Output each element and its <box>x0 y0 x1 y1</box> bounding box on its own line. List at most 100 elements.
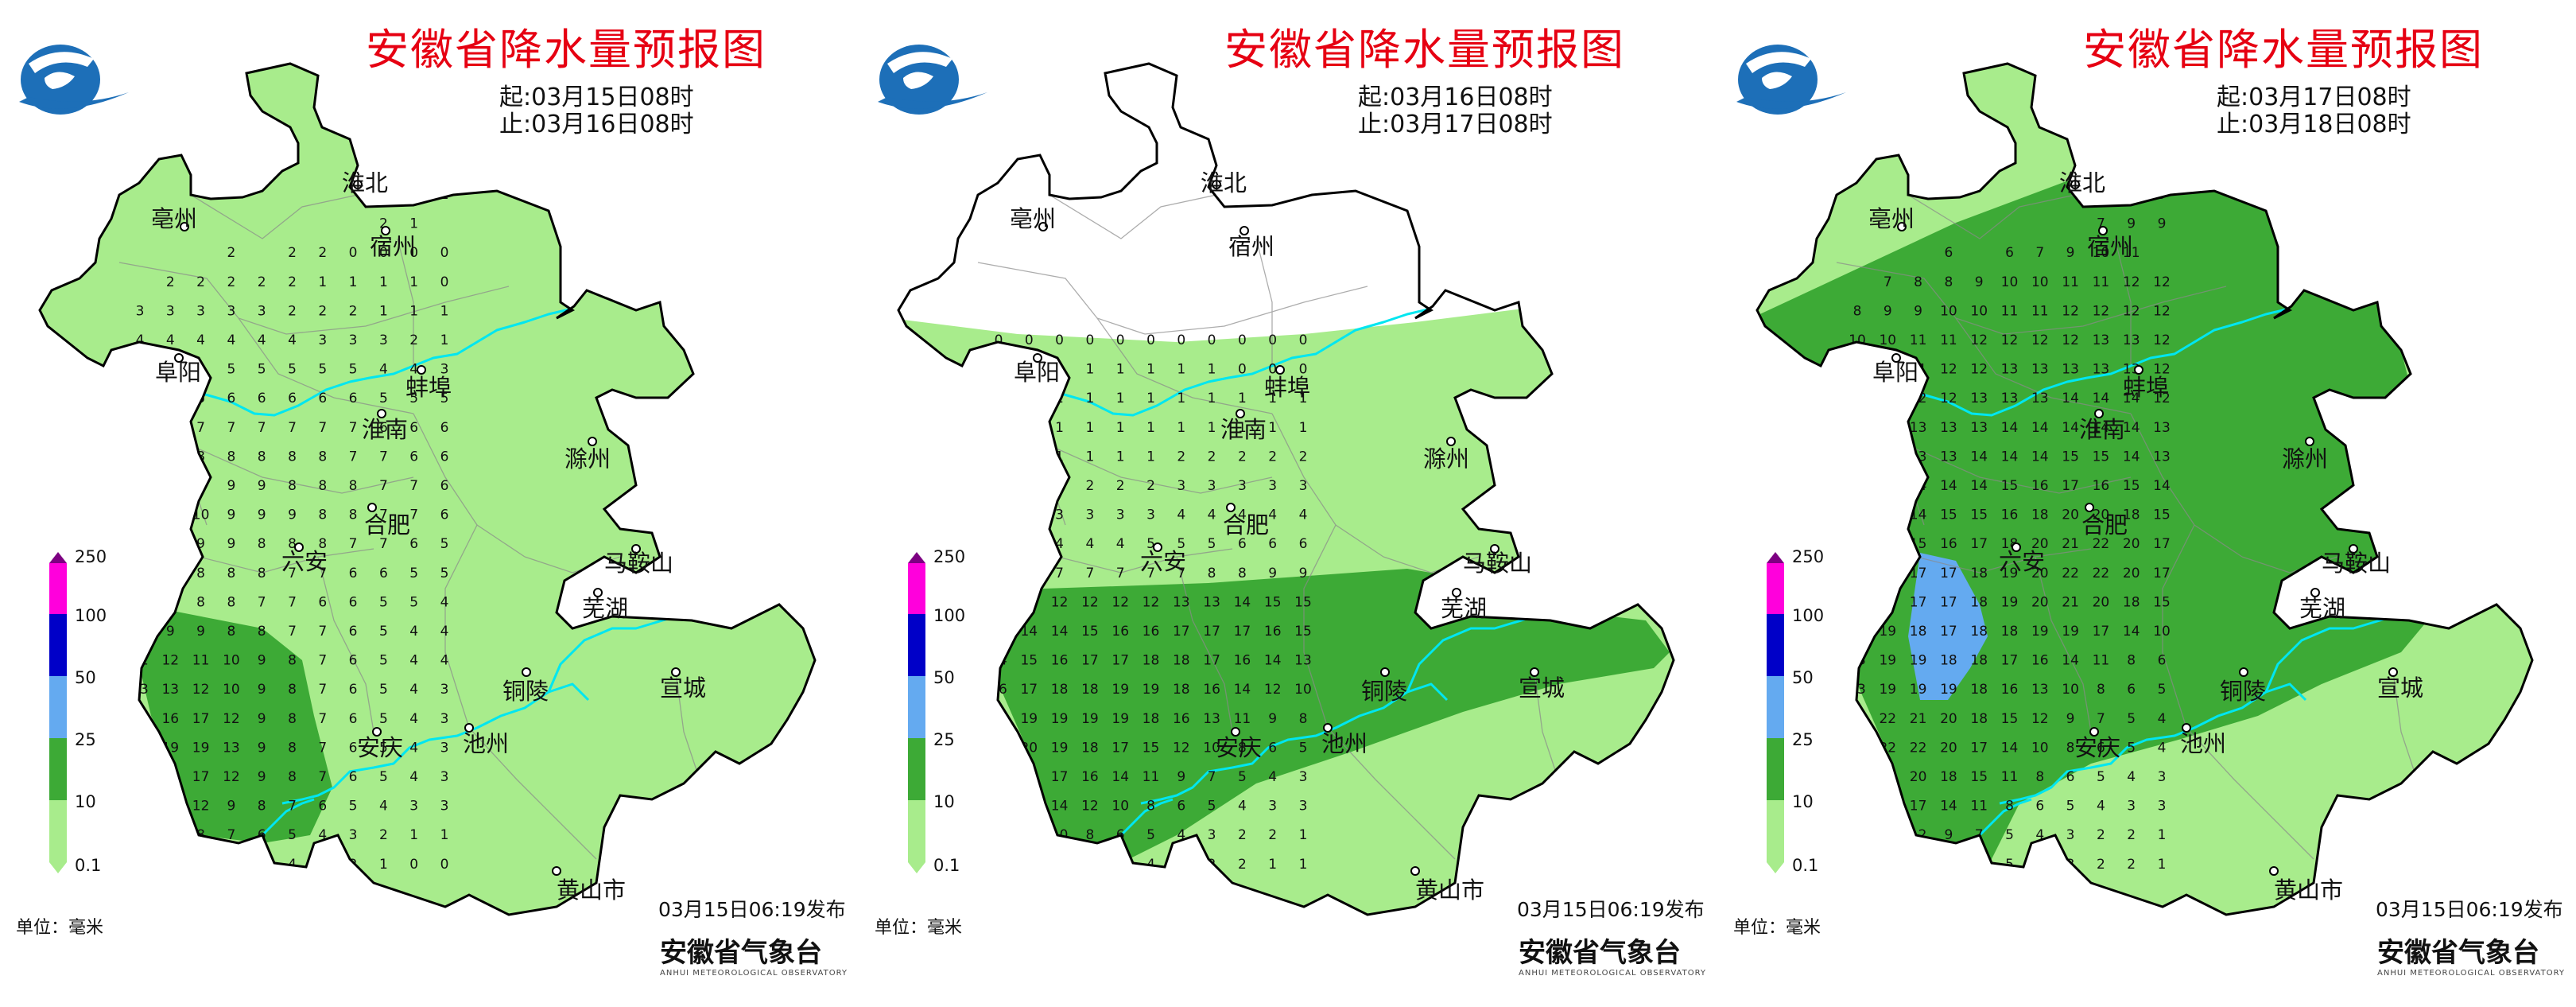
grid-value: 12 <box>2062 303 2079 319</box>
grid-value: 2 <box>1116 478 1125 494</box>
grid-value: 14 <box>2093 420 2110 436</box>
grid-value: 15 <box>1970 507 1988 523</box>
grid-value: 7 <box>318 682 327 698</box>
grid-value: 20 <box>1910 769 1927 785</box>
grid-value: 13 <box>223 740 240 756</box>
legend-label: 250 <box>933 547 966 566</box>
legend-bottom-arrow-icon <box>49 862 67 873</box>
grid-value: 9 <box>2127 216 2136 232</box>
grid-value: 6 <box>349 594 358 610</box>
grid-value: 1 <box>1299 420 1308 436</box>
city-label: 芜湖 <box>582 595 628 622</box>
grid-value: 3 <box>227 303 235 319</box>
city-label: 滁州 <box>564 445 611 472</box>
grid-value: 1 <box>1208 362 1216 378</box>
grid-value: 5 <box>349 362 358 378</box>
grid-value: 17 <box>1910 594 1927 610</box>
grid-value: 12 <box>161 653 179 669</box>
grid-value: 1 <box>1208 420 1216 436</box>
city-label: 淮北 <box>1201 169 1247 196</box>
grid-value: 17 <box>1203 624 1220 640</box>
grid-value: 1 <box>1085 420 1094 436</box>
grid-value: 18 <box>1970 624 1988 640</box>
grid-value: 12 <box>2031 332 2049 348</box>
grid-value: 22 <box>2093 536 2110 552</box>
grid-value: 10 <box>1203 740 1220 756</box>
grid-value: 7 <box>318 624 327 640</box>
grid-value: 6 <box>2005 245 2014 261</box>
city-label: 马鞍山 <box>1463 550 1532 577</box>
grid-value: 6 <box>440 478 449 494</box>
grid-value: 3 <box>318 857 327 873</box>
grid-value: 13 <box>1849 449 1866 465</box>
map-title: 安徽省降水量预报图 <box>2083 25 2484 75</box>
grid-value: 2 <box>1177 449 1185 465</box>
forecast-period: 起:03月16日08时 止:03月17日08时 <box>1358 84 1553 138</box>
grid-value: 12 <box>1940 362 1957 378</box>
base-rain-area <box>898 64 1674 915</box>
grid-value: 9 <box>1299 566 1308 581</box>
grid-value: 7 <box>2097 216 2105 232</box>
city-marker <box>1226 503 1236 512</box>
city-label: 亳州 <box>151 205 197 232</box>
grid-value: 2 <box>995 478 1003 494</box>
legend-label: 50 <box>75 668 96 687</box>
grid-value: 17 <box>1173 624 1190 640</box>
grid-value: 19 <box>1879 799 1896 815</box>
grid-value: 9 <box>258 711 266 727</box>
grid-value: 10 <box>1294 682 1312 698</box>
grid-value: 2 <box>2097 857 2105 873</box>
grid-value: 2 <box>995 391 1003 406</box>
grid-value: 7 <box>288 420 297 436</box>
legend-label: 100 <box>1792 606 1825 625</box>
grid-value: 8 <box>1146 799 1155 815</box>
city-label: 蚌埠 <box>2123 374 2169 401</box>
grid-value: 9 <box>258 769 266 785</box>
grid-value: 8 <box>318 478 327 494</box>
grid-value: 15 <box>2062 449 2079 465</box>
grid-value: 9 <box>1884 303 1892 319</box>
grid-value: 15 <box>1970 769 1988 785</box>
grid-value: 20 <box>2031 594 2049 610</box>
legend-bottom-arrow-icon <box>908 862 925 873</box>
grid-value: 3 <box>440 740 449 756</box>
grid-value: 5 <box>2097 769 2105 785</box>
grid-value: 8 <box>166 449 175 465</box>
city-marker <box>2070 180 2080 189</box>
grid-value: 21 <box>2062 594 2079 610</box>
legend-label: 10 <box>75 792 96 811</box>
grid-value: 7 <box>1055 566 1064 581</box>
grid-value: 4 <box>227 332 235 348</box>
city-marker <box>588 437 597 446</box>
grid-value: 19 <box>1879 653 1896 669</box>
legend-swatch <box>1767 552 1784 563</box>
grid-value: 2 <box>409 332 418 348</box>
grid-value: 9 <box>166 507 175 523</box>
grid-value: 6 <box>1238 536 1247 552</box>
city-marker <box>2134 365 2143 375</box>
grid-value: 6 <box>409 420 418 436</box>
city-marker <box>367 503 377 512</box>
grid-value: 12 <box>2123 274 2140 290</box>
grid-value: 17 <box>1081 653 1099 669</box>
grid-value: 7 <box>288 624 297 640</box>
grid-value: 14 <box>1940 799 1957 815</box>
grid-value: 6 <box>409 449 418 465</box>
grid-value: 10 <box>1910 857 1927 873</box>
grid-value: 2 <box>1238 857 1247 873</box>
grid-value: 11 <box>2093 274 2110 290</box>
grid-value: 0 <box>1268 332 1277 348</box>
grid-value: 9 <box>258 653 266 669</box>
city-label: 宿州 <box>2087 233 2133 260</box>
grid-value: 10 <box>2093 245 2110 261</box>
grid-value: 8 <box>318 449 327 465</box>
grid-value: 18 <box>1143 653 1160 669</box>
legend-swatch <box>908 676 925 738</box>
grid-value: 13 <box>990 624 1007 640</box>
grid-value: 14 <box>2123 624 2140 640</box>
county-boundaries <box>1836 194 2418 860</box>
grid-value: 4 <box>1268 769 1277 785</box>
grid-value: 2 <box>1238 449 1247 465</box>
